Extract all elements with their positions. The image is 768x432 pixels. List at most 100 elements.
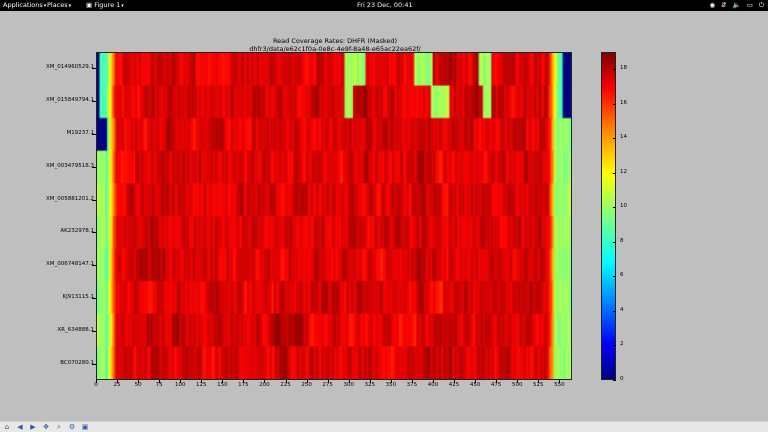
forward-icon[interactable]: ▶ bbox=[30, 423, 36, 431]
places-caret-icon: ▾ bbox=[68, 3, 72, 9]
x-tick-label: 0 bbox=[94, 382, 98, 388]
colorbar-tick-label: 10 bbox=[620, 203, 627, 210]
x-tick-label: 325 bbox=[364, 382, 376, 388]
x-tick-mark bbox=[559, 380, 561, 383]
plot-subtitle: dhfr3/data/e62c1f0a-0e8c-4e9f-8a48-e65ac… bbox=[249, 45, 421, 53]
x-tick-mark bbox=[159, 380, 161, 383]
heatmap-image bbox=[97, 53, 571, 379]
x-tick-label: 150 bbox=[217, 382, 228, 388]
colorbar-tick-mark bbox=[613, 207, 616, 209]
x-tick-label: 375 bbox=[406, 382, 418, 388]
y-tick-label: AK232978.1 bbox=[60, 228, 94, 235]
x-tick-mark bbox=[327, 380, 329, 383]
x-tick-label: 450 bbox=[469, 382, 481, 388]
x-tick-label: 425 bbox=[448, 382, 460, 388]
y-tick-mark bbox=[92, 232, 96, 234]
power-icon[interactable]: ⏻ bbox=[758, 1, 764, 9]
places-menu[interactable]: Places▾ bbox=[47, 0, 71, 12]
top-panel: Applications▾ Places▾ ▣ Figure 1▾ Fri 23… bbox=[0, 0, 768, 11]
colorbar-tick-label: 12 bbox=[620, 168, 627, 175]
y-tick-label: XM_015849794.1 bbox=[45, 97, 94, 104]
x-tick-label: 275 bbox=[322, 382, 333, 388]
y-tick-label: XR_634888.1 bbox=[57, 326, 94, 333]
colorbar-tick-mark bbox=[613, 241, 616, 243]
x-tick-mark bbox=[96, 380, 97, 383]
x-tick-label: 175 bbox=[238, 382, 249, 388]
colorbar-tick-mark bbox=[613, 103, 616, 105]
colorbar-tick-label: 8 bbox=[620, 237, 624, 244]
configure-icon[interactable]: ⚙ bbox=[68, 423, 76, 431]
window-icon: ▣ bbox=[86, 1, 93, 9]
figure-toolbar: ⌂ ◀ ▶ ✥ ⌕ ⚙ ▣ bbox=[0, 421, 768, 432]
window-menu-label: Figure 1 bbox=[94, 1, 121, 9]
x-tick-mark bbox=[222, 380, 224, 383]
x-tick-mark bbox=[348, 380, 350, 383]
y-tick-label: BC070280.1 bbox=[60, 359, 94, 366]
colorbar-tick-mark bbox=[613, 69, 616, 71]
x-tick-label: 250 bbox=[301, 382, 312, 388]
colorbar-tick-mark bbox=[613, 276, 616, 278]
y-tick-label: XM_005881201.2 bbox=[45, 195, 94, 202]
colorbar-tick-mark bbox=[613, 172, 616, 174]
volume-icon[interactable]: 🔈 bbox=[732, 1, 741, 9]
x-tick-mark bbox=[201, 380, 203, 383]
x-tick-label: 350 bbox=[385, 382, 397, 388]
y-tick-label: XM_003479518.3 bbox=[45, 162, 94, 169]
y-tick-mark bbox=[92, 330, 96, 332]
y-tick-mark bbox=[92, 265, 96, 267]
home-icon[interactable]: ⌂ bbox=[4, 423, 10, 431]
x-tick-mark bbox=[390, 380, 392, 383]
colorbar-tick-label: 16 bbox=[620, 99, 627, 106]
window-caret-icon: ▾ bbox=[121, 3, 124, 9]
x-tick-label: 500 bbox=[511, 382, 523, 388]
colorbar-tick-label: 6 bbox=[620, 272, 624, 279]
x-tick-label: 550 bbox=[554, 382, 565, 388]
y-tick-label: XM_006748147.1 bbox=[45, 261, 94, 268]
zoom-icon[interactable]: ⌕ bbox=[57, 423, 61, 431]
y-tick-mark bbox=[92, 134, 96, 135]
x-tick-label: 25 bbox=[113, 382, 121, 388]
colorbar-tick-mark bbox=[613, 310, 616, 312]
applications-menu[interactable]: Applications▾ bbox=[3, 0, 46, 12]
x-tick-mark bbox=[138, 380, 140, 383]
x-tick-mark bbox=[454, 380, 456, 383]
colorbar-tick-label: 14 bbox=[620, 134, 627, 141]
x-tick-mark bbox=[117, 380, 119, 383]
colorbar-tick-label: 0 bbox=[620, 376, 624, 382]
x-tick-mark bbox=[538, 380, 540, 383]
colorbar-tick-mark bbox=[613, 345, 616, 347]
x-tick-label: 200 bbox=[259, 382, 270, 388]
clock[interactable]: Fri 23 Dec, 00:41 bbox=[357, 1, 413, 9]
system-tray[interactable]: ◉ ⇵ 🔈 ▭ ⏻ bbox=[709, 0, 764, 11]
y-tick-mark bbox=[92, 101, 96, 103]
plot-title: Read Coverage Rates: DHFR (Masked) bbox=[272, 37, 398, 45]
back-icon[interactable]: ◀ bbox=[17, 423, 23, 431]
y-tick-mark bbox=[92, 363, 96, 365]
x-tick-label: 225 bbox=[280, 382, 291, 388]
x-tick-mark bbox=[517, 380, 519, 383]
network-icon[interactable]: ⇵ bbox=[721, 1, 727, 9]
x-tick-label: 75 bbox=[155, 382, 163, 388]
window-menu[interactable]: ▣ Figure 1▾ bbox=[86, 0, 124, 12]
colorbar bbox=[601, 52, 616, 380]
applications-label: Applications bbox=[3, 1, 43, 9]
applications-caret-icon: ▾ bbox=[43, 3, 47, 9]
save-icon[interactable]: ▣ bbox=[81, 423, 89, 431]
x-tick-mark bbox=[411, 380, 413, 383]
y-tick-label: M19237.1 bbox=[66, 130, 95, 136]
x-tick-mark bbox=[496, 380, 498, 383]
x-tick-label: 50 bbox=[134, 382, 142, 388]
x-tick-mark bbox=[180, 380, 182, 383]
accessibility-icon[interactable]: ◉ bbox=[709, 1, 716, 9]
heatmap-axes[interactable] bbox=[96, 52, 572, 380]
colorbar-tick-label: 18 bbox=[620, 65, 627, 72]
x-tick-mark bbox=[243, 380, 245, 383]
x-tick-label: 400 bbox=[427, 382, 439, 388]
x-tick-mark bbox=[432, 380, 434, 383]
x-tick-mark bbox=[264, 380, 266, 383]
pan-icon[interactable]: ✥ bbox=[43, 423, 49, 431]
x-tick-label: 125 bbox=[196, 382, 207, 388]
x-tick-label: 300 bbox=[343, 382, 354, 388]
battery-icon[interactable]: ▭ bbox=[746, 1, 753, 9]
x-tick-mark bbox=[306, 380, 308, 383]
